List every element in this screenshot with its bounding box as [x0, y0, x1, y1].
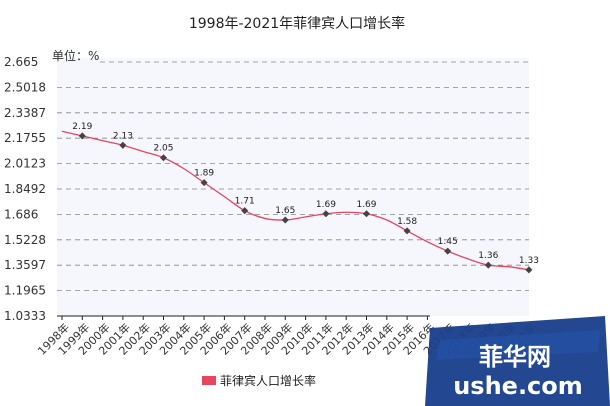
y-tick-label: 2.1755: [4, 131, 46, 145]
watermark: 菲华网 ushe.com: [425, 316, 610, 406]
data-label: 1.36: [478, 251, 498, 261]
data-point: [200, 179, 208, 187]
x-axis-tick-marks: [61, 316, 428, 320]
data-point: [322, 210, 330, 218]
data-point: [241, 207, 249, 215]
data-label: 1.45: [438, 237, 458, 247]
watermark-site: ushe.com: [453, 372, 583, 400]
watermark-brand: 菲华网: [479, 343, 551, 371]
data-label: 2.19: [72, 122, 92, 132]
data-point: [484, 261, 492, 269]
y-tick-label: 2.665: [4, 55, 38, 69]
legend-label: 菲律宾人口增长率: [220, 373, 316, 388]
plot-area: [57, 58, 529, 316]
unit-label: 单位：%: [52, 48, 99, 63]
data-label: 1.69: [356, 200, 376, 210]
y-tick-label: 1.3597: [4, 258, 46, 272]
legend-swatch: [202, 376, 216, 385]
chart-title: 1998年-2021年菲律宾人口增长率: [189, 15, 405, 32]
data-labels: 2.19 2.13 2.05 1.89 1.71 1.65 1.69 1.69 1.58 1.45…: [72, 122, 539, 266]
data-point: [159, 154, 168, 162]
data-label: 1.58: [397, 217, 417, 227]
y-tick-label: 1.1965: [4, 284, 46, 298]
y-axis-ticks: 2.665 2.5018 2.3387 2.1755 2.0123 1.8492 1.686…: [4, 55, 46, 323]
data-label: 2.13: [113, 131, 133, 141]
data-label: 1.69: [316, 200, 336, 210]
legend: 菲律宾人口增长率: [202, 373, 316, 388]
data-label: 1.71: [235, 197, 255, 207]
y-tick-label: 2.5018: [4, 80, 46, 94]
y-tick-label: 1.686: [4, 207, 38, 221]
data-label: 1.65: [275, 206, 295, 216]
y-tick-label: 1.8492: [4, 182, 46, 196]
data-point: [444, 247, 452, 255]
data-point: [119, 141, 127, 149]
y-tick-label: 1.0333: [4, 309, 46, 323]
data-point: [78, 132, 86, 140]
y-tick-label: 2.0123: [4, 157, 46, 171]
y-tick-label: 2.3387: [4, 106, 46, 120]
data-label: 1.33: [519, 256, 539, 266]
data-point: [362, 210, 371, 218]
data-point: [281, 216, 289, 224]
y-tick-label: 1.5228: [4, 233, 46, 247]
grid-lines: [57, 61, 529, 291]
data-label: 1.89: [194, 169, 214, 179]
data-label: 2.05: [153, 144, 173, 154]
data-point: [525, 266, 533, 274]
data-point: [403, 227, 411, 235]
data-points: [78, 132, 533, 274]
